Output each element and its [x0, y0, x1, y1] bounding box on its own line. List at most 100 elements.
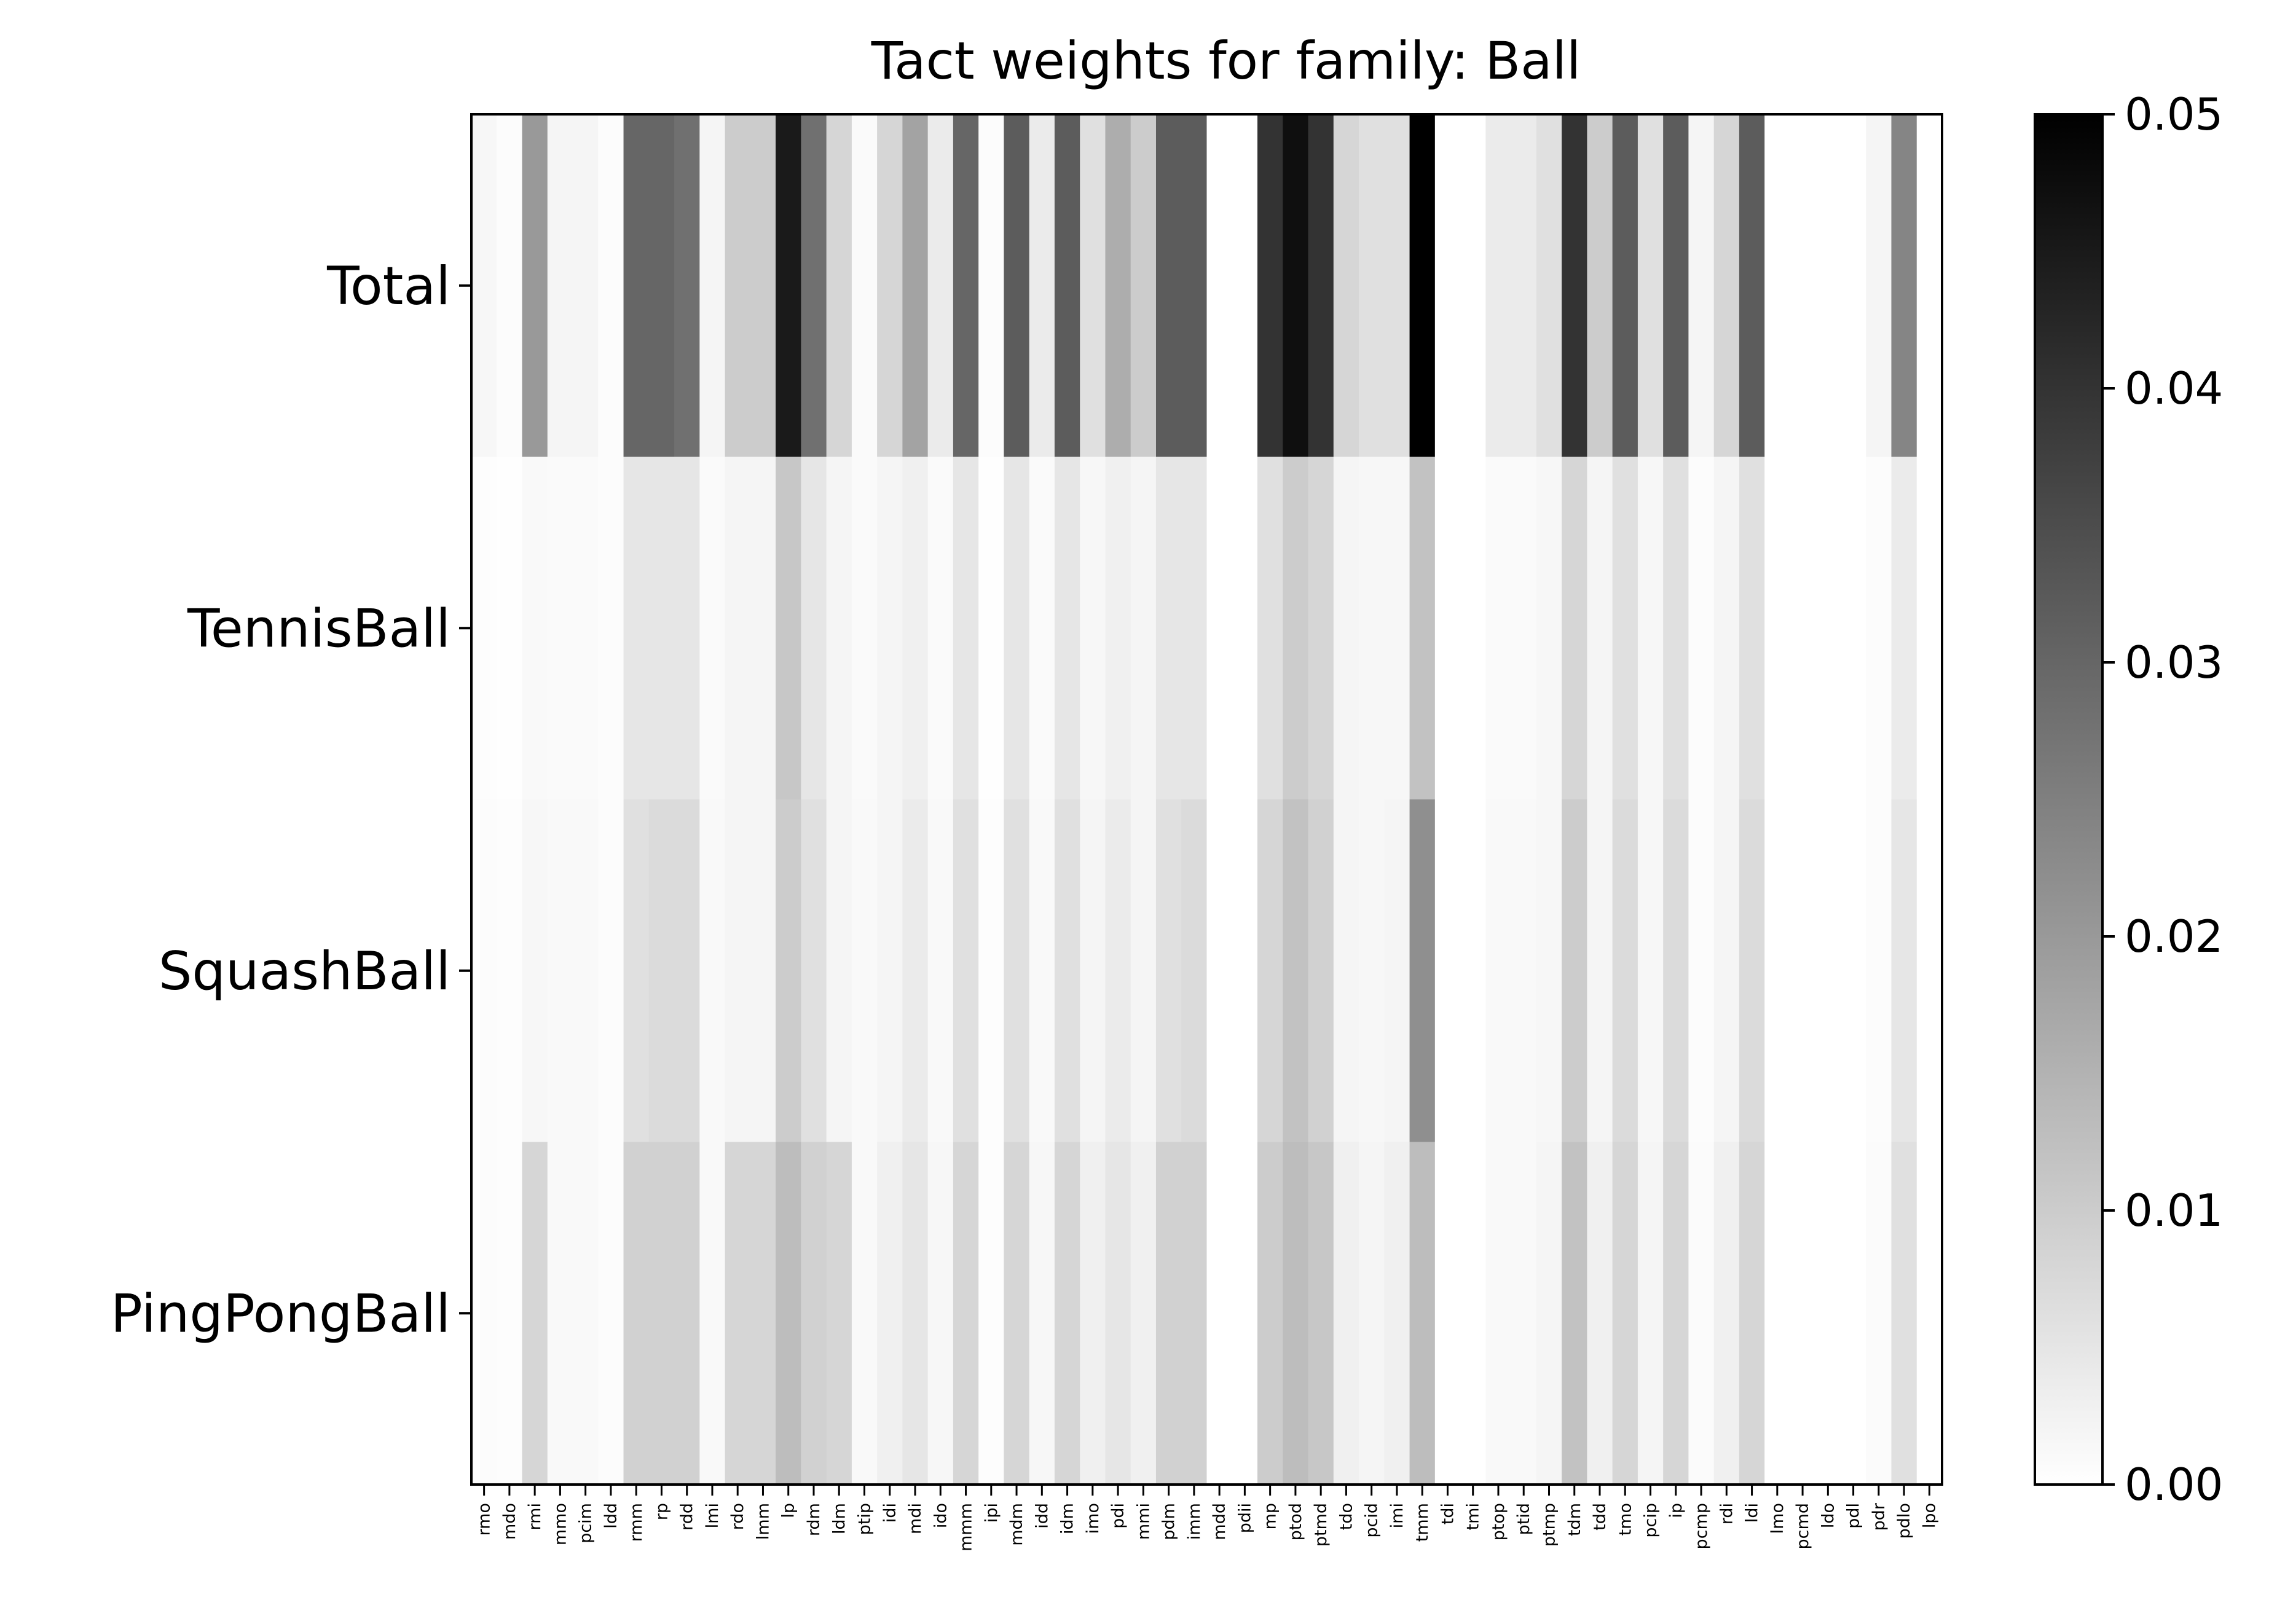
heatmap-cell	[953, 799, 979, 1143]
heatmap-cell	[1054, 799, 1080, 1143]
colorbar-tick-label: 0.03	[2125, 637, 2223, 688]
x-tick-label: ptmd	[1312, 1503, 1331, 1547]
heatmap-cell	[1333, 1142, 1359, 1485]
heatmap-cell	[1739, 799, 1765, 1143]
heatmap-cell	[877, 114, 903, 458]
x-tick-label: mmi	[1134, 1503, 1153, 1540]
heatmap-cell	[1181, 114, 1208, 458]
heatmap-cell	[1485, 1142, 1512, 1485]
heatmap-cell	[1155, 114, 1182, 458]
heatmap-cell	[1790, 114, 1816, 458]
heatmap-cell	[648, 457, 675, 800]
heatmap-cell	[1663, 457, 1689, 800]
heatmap-cell	[1105, 114, 1131, 458]
heatmap-cell	[1562, 799, 1587, 1143]
heatmap-cell	[623, 114, 650, 458]
heatmap-cell	[1790, 457, 1816, 800]
heatmap-cell	[598, 114, 624, 458]
heatmap-cell	[1511, 457, 1537, 800]
heatmap-cell	[877, 799, 903, 1143]
colorbar-frame	[2034, 113, 2104, 1486]
x-tick-label: mdm	[1007, 1503, 1026, 1546]
heatmap-cell	[1206, 799, 1233, 1143]
heatmap-cell	[1004, 457, 1030, 800]
heatmap-cell	[1130, 799, 1157, 1143]
heatmap-cell	[1155, 457, 1182, 800]
heatmap-cell	[1612, 1142, 1638, 1485]
heatmap-cell	[1155, 799, 1182, 1143]
heatmap-cell	[1511, 1142, 1537, 1485]
heatmap-cell	[1004, 799, 1030, 1143]
heatmap-cell	[1562, 1142, 1587, 1485]
heatmap-cell	[1688, 799, 1715, 1143]
heatmap-cell	[1815, 1142, 1841, 1485]
heatmap-cell	[497, 799, 523, 1143]
heatmap-cell	[851, 1142, 878, 1485]
heatmap-cell	[573, 114, 599, 458]
heatmap-cell	[1434, 799, 1461, 1143]
heatmap-cell	[1105, 457, 1131, 800]
heatmap-cell	[1511, 799, 1537, 1143]
heatmap-cell	[648, 114, 675, 458]
heatmap-cell	[801, 457, 827, 800]
heatmap-cell	[1333, 457, 1359, 800]
x-tick-label: ptod	[1286, 1503, 1305, 1540]
heatmap-cell	[1181, 799, 1208, 1143]
x-tick-label: mdi	[906, 1503, 925, 1534]
heatmap-cell	[1409, 799, 1436, 1143]
heatmap-cell	[1257, 457, 1283, 800]
x-tick-label: lp	[779, 1503, 798, 1518]
heatmap-cell	[1511, 114, 1537, 458]
heatmap-cell	[1764, 114, 1791, 458]
heatmap-cell	[1562, 457, 1587, 800]
heatmap-cell	[1866, 114, 1892, 458]
heatmap-cell	[1409, 114, 1436, 458]
heatmap-cell	[1181, 457, 1208, 800]
heatmap-cell	[1663, 114, 1689, 458]
heatmap-cell	[1181, 1142, 1208, 1485]
heatmap-cell	[1004, 1142, 1030, 1485]
heatmap-cell	[1663, 799, 1689, 1143]
heatmap-cell	[1130, 457, 1157, 800]
heatmap-cell	[801, 799, 827, 1143]
heatmap-cell	[1359, 114, 1385, 458]
heatmap-cell	[1840, 799, 1866, 1143]
heatmap-cell	[1536, 457, 1562, 800]
heatmap-cell	[826, 799, 852, 1143]
heatmap-cell	[1866, 457, 1892, 800]
heatmap-cell	[851, 457, 878, 800]
heatmap-cell	[1637, 457, 1664, 800]
x-tick-label: ido	[931, 1503, 950, 1528]
heatmap-cell	[1409, 457, 1436, 800]
heatmap-cell	[851, 114, 878, 458]
colorbar-tick-label: 0.05	[2125, 88, 2223, 140]
x-tick-label: mp	[1261, 1503, 1280, 1529]
x-tick-label: pdr	[1870, 1502, 1889, 1531]
y-tick-label: TennisBall	[187, 598, 450, 659]
heatmap-cell	[1308, 1142, 1334, 1485]
x-tick-label: pdl	[1844, 1503, 1863, 1529]
heatmap-cell	[1562, 114, 1587, 458]
heatmap-cell	[522, 114, 548, 458]
heatmap-cell	[1029, 114, 1055, 458]
heatmap-cell	[1663, 1142, 1689, 1485]
heatmap-cell	[471, 457, 497, 800]
x-tick-label: lpo	[1920, 1503, 1939, 1528]
heatmap-cell	[1637, 799, 1664, 1143]
x-tick-label: pcmp	[1692, 1503, 1711, 1549]
y-tick-label: Total	[326, 256, 450, 317]
x-tick-label: ptop	[1489, 1503, 1508, 1540]
heatmap-cell	[1308, 799, 1334, 1143]
x-tick-label: tdd	[1591, 1503, 1610, 1531]
heatmap-cell	[1105, 799, 1131, 1143]
heatmap-cell	[1790, 1142, 1816, 1485]
heatmap-cell	[877, 457, 903, 800]
heatmap-cell	[547, 457, 573, 800]
x-tick-label: imo	[1083, 1503, 1103, 1534]
x-tick-label: tmi	[1464, 1503, 1483, 1530]
heatmap-cell	[1460, 114, 1486, 458]
heatmap-cell	[1130, 114, 1157, 458]
heatmap-cell	[1155, 1142, 1182, 1485]
x-tick-label: rmm	[627, 1503, 646, 1542]
